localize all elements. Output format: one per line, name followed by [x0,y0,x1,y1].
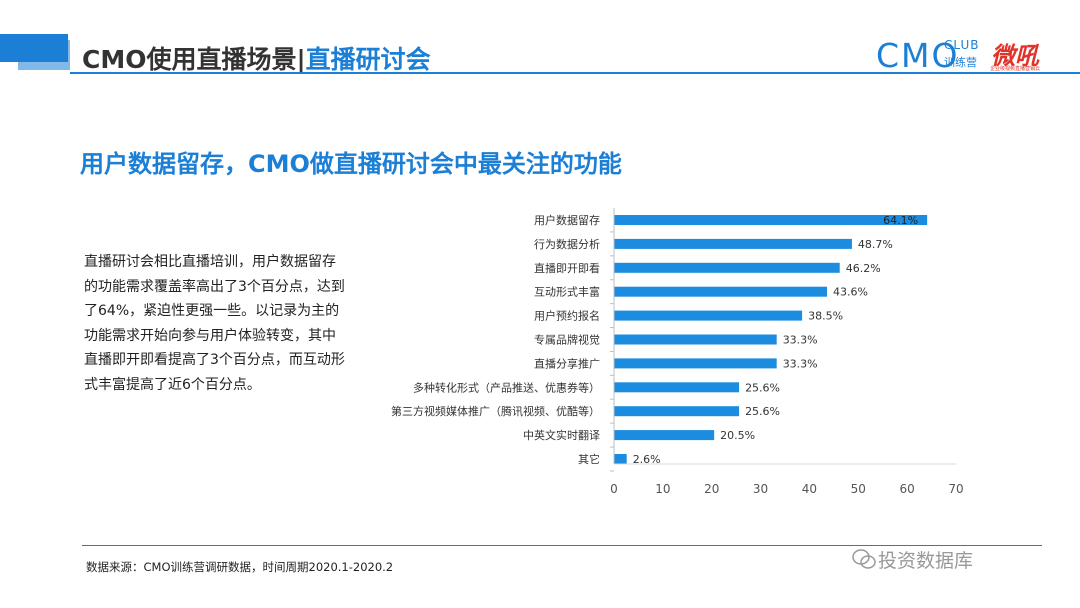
bar [614,310,803,321]
x-tick-label: 20 [704,482,719,496]
category-label: 用户数据留存 [534,213,600,227]
data-label: 48.7% [858,238,893,251]
category-label: 行为数据分析 [534,237,600,251]
x-tick-label: 40 [802,482,817,496]
data-label: 33.3% [783,334,818,347]
page-title-prefix: CMO使用直播场景 [82,45,297,74]
bar [614,238,852,249]
header-accent-block [0,34,68,62]
category-label: 中英文实时翻译 [523,428,600,442]
data-source-note: 数据来源：CMO训练营调研数据，时间周期2020.1-2020.2 [86,560,394,574]
data-label: 33.3% [783,357,818,370]
x-tick-label: 10 [655,482,670,496]
page-title-highlight: 直播研讨会 [305,45,431,74]
category-label: 第三方视频媒体推广（腾讯视频、优酷等） [391,404,600,418]
data-label: 46.2% [846,262,881,275]
data-label: 20.5% [720,429,755,442]
category-label: 直播分享推广 [534,356,600,370]
cmo-logo-train: 训练营 [944,56,977,69]
category-label: 用户预约报名 [534,309,600,323]
category-label: 专属品牌视觉 [534,333,600,347]
x-tick-label: 30 [753,482,768,496]
vhall-logo-subtitle: 企业级视频直播营销云 [990,66,1041,72]
data-label: 25.6% [745,381,780,394]
x-tick-label: 70 [948,482,963,496]
bar [614,430,715,441]
cmo-logo-club: CLUB [944,38,980,52]
watermark-text: 投资数据库 [878,550,974,572]
slide-subtitle: 用户数据留存，CMO做直播研讨会中最关注的功能 [80,150,622,178]
data-label: 64.1% [883,214,918,227]
bar [614,334,777,345]
vhall-logo: 微吼 [991,42,1039,70]
bar-chart: 用户数据留存 64.1% 行为数据分析 48.7% 直播即开即看 46.2% 互动形式丰富 4… [391,208,964,496]
x-tick-label: 60 [900,482,915,496]
page-title-separator: | [296,45,306,74]
wechat-icon [852,549,876,569]
bar [614,262,840,273]
header-divider [70,72,1080,74]
x-tick-label: 50 [851,482,866,496]
cmo-logo-text: CMO [876,36,960,75]
data-label: 43.6% [833,286,868,299]
bar [614,382,740,393]
bar [614,286,828,297]
category-label: 直播即开即看 [534,261,600,275]
category-label: 多种转化形式（产品推送、优惠券等） [413,380,600,394]
data-label: 38.5% [808,310,843,323]
x-tick-label: 0 [610,482,618,496]
bar [614,454,627,464]
category-label: 互动形式丰富 [534,285,600,299]
bar [614,406,740,417]
bar [614,358,777,369]
description-text: 直播研讨会相比直播培训，用户数据留存的功能需求覆盖率高出了3个百分点，达到了64… [84,254,345,393]
data-label: 25.6% [745,405,780,418]
footer-divider [82,545,1042,546]
data-label: 2.6% [633,453,661,466]
category-label: 其它 [578,452,600,466]
bar [614,215,928,225]
page-title: CMO使用直播场景|直播研讨会 [82,40,431,76]
